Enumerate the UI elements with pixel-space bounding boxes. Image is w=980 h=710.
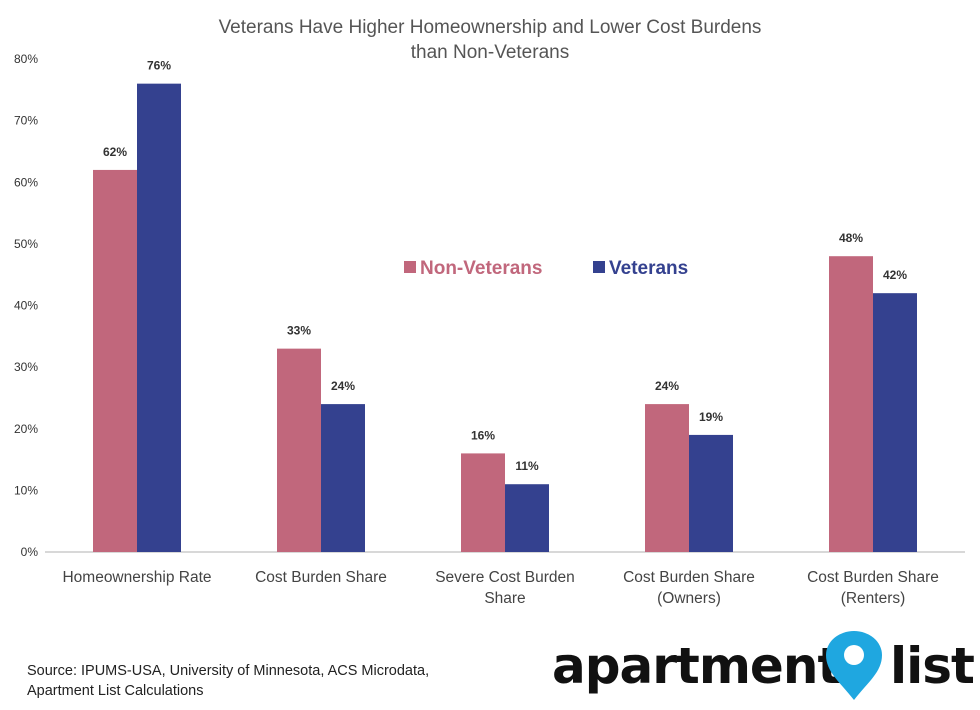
y-tick-label: 50%	[14, 237, 38, 251]
map-pin-shape	[826, 631, 882, 700]
x-tick-label: Homeownership Rate	[62, 569, 211, 586]
source-note-line-1: Source: IPUMS-USA, University of Minneso…	[27, 663, 430, 679]
x-tick-label: Severe Cost Burden	[435, 569, 575, 586]
bar-veterans	[321, 404, 365, 552]
y-tick-label: 60%	[14, 175, 38, 189]
bar-value-label: 48%	[839, 231, 863, 245]
bar-non-veterans	[93, 169, 137, 553]
bar-value-label: 16%	[471, 428, 495, 442]
x-tick-label: Cost Burden Share	[807, 569, 939, 586]
bar-value-label: 19%	[699, 410, 723, 424]
x-tick-label: Share	[484, 590, 525, 607]
map-pin-icon	[826, 631, 882, 700]
bar-value-label: 33%	[287, 324, 311, 338]
x-tick-label: (Owners)	[657, 590, 721, 607]
y-tick-label: 80%	[14, 52, 38, 66]
bar-veterans	[137, 83, 181, 553]
bar-veterans	[873, 293, 917, 552]
y-tick-label: 10%	[14, 483, 38, 497]
logo-word-apartment: apartment	[552, 637, 841, 695]
bar-value-label: 62%	[103, 145, 127, 159]
legend-label: Non-Veterans	[420, 258, 542, 279]
bar-non-veterans	[829, 256, 873, 552]
chart-title-line-1: Veterans Have Higher Homeownership and L…	[218, 17, 762, 38]
x-tick-label: Cost Burden Share	[623, 569, 755, 586]
bar-non-veterans	[277, 348, 321, 552]
legend-label: Veterans	[609, 258, 688, 279]
bar-non-veterans	[461, 453, 505, 552]
bar-veterans	[505, 484, 549, 552]
y-tick-label: 40%	[14, 299, 38, 313]
bar-value-label: 11%	[515, 459, 539, 473]
bar-veterans	[689, 434, 733, 552]
y-tick-label: 30%	[14, 360, 38, 374]
y-tick-label: 20%	[14, 422, 38, 436]
logo-word-list: list	[890, 637, 975, 695]
map-pin-hole	[844, 645, 864, 665]
chart-title-line-2: than Non-Veterans	[410, 42, 570, 63]
y-tick-label: 0%	[21, 545, 39, 559]
source-note-line-2: Apartment List Calculations	[27, 683, 204, 699]
y-tick-label: 70%	[14, 114, 38, 128]
legend-swatch	[404, 261, 416, 273]
bar-non-veterans	[645, 404, 689, 552]
bar-value-label: 76%	[147, 59, 171, 73]
apartment-list-logo: apartment list	[552, 630, 975, 705]
x-tick-label: Cost Burden Share	[255, 569, 387, 586]
bar-value-label: 24%	[655, 379, 679, 393]
bar-value-label: 24%	[331, 379, 355, 393]
legend-swatch	[593, 261, 605, 273]
x-tick-label: (Renters)	[841, 590, 906, 607]
bar-chart: 0% 10% 20% 30% 40% 50% 60% 70% 80% 62% 76% Homeowne…	[14, 52, 965, 607]
bar-value-label: 42%	[883, 268, 907, 282]
